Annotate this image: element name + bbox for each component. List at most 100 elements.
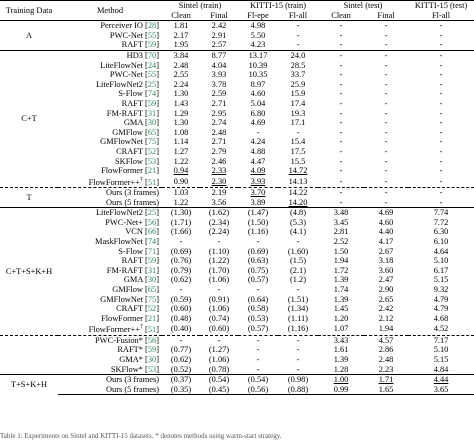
value-cell: 25.9 (290, 79, 306, 89)
citation-link[interactable]: 53 (147, 156, 157, 166)
value-cell: (2.24) (208, 227, 230, 237)
value-cell: - (384, 98, 388, 108)
value-cell: 2.12 (378, 313, 394, 323)
citation-link[interactable]: 55 (147, 70, 157, 80)
training-data-cell: C+T+S+K+H (0, 207, 58, 336)
table-row: FlowFormer [21] (0.48) (0.74) (0.53) (1.11) 1… (0, 314, 474, 324)
value-cell: 2.71 (211, 98, 227, 108)
header-row-1: Training Data Method Sintel (train) KITT… (0, 0, 474, 21)
citation-link[interactable]: 65 (147, 127, 157, 137)
subheader-fl-all: Fl-all (288, 10, 308, 20)
value-cell: 2.42 (378, 304, 394, 314)
value-cell: - (339, 98, 343, 108)
method-name: S-Flow (118, 89, 143, 99)
method-superscript: † (139, 324, 143, 331)
citation-link[interactable]: 75 (147, 137, 157, 147)
value-cell: - (339, 108, 343, 118)
value-cell: - (296, 40, 300, 50)
method-cell: S-Flow [74] (118, 89, 159, 99)
training-data-cell: A (0, 20, 58, 51)
citation-link[interactable]: 21 (147, 313, 157, 323)
value-cell: 3.45 (333, 217, 349, 227)
citation-link[interactable]: 28 (147, 21, 157, 31)
citation-link[interactable]: 52 (147, 304, 157, 314)
value-cell: (0.79) (170, 265, 192, 275)
citation-link[interactable]: 56 (147, 335, 157, 345)
table-body: A Perceiver IO [28] 1.81 2.42 4.98- - - - PWC-Ne… (0, 20, 474, 396)
value-cell: 0.90 (173, 176, 189, 186)
header-kitti-test: KITTI-15 (test) (408, 0, 474, 11)
citation-link[interactable]: 24 (147, 60, 157, 70)
citation-link[interactable]: 51 (147, 325, 157, 335)
value-cell: 2.33 (211, 166, 227, 176)
citation-link[interactable]: 66 (147, 227, 157, 237)
citation-link[interactable]: 59 (147, 256, 157, 266)
citation-link[interactable]: 71 (147, 246, 157, 256)
citation-link[interactable]: 59 (147, 345, 157, 355)
value-cell: 17.4 (290, 98, 306, 108)
value-cell: 4.47 (250, 156, 266, 166)
citation-link[interactable]: 21 (147, 166, 157, 176)
value-cell: 4.79 (433, 294, 449, 304)
value-cell: (1.2) (289, 275, 307, 285)
value-cell: - (339, 127, 343, 137)
value-cell: 2.30 (211, 176, 227, 186)
citation-link[interactable]: 30 (147, 275, 157, 285)
value-cell: - (384, 70, 388, 80)
value-cell: - (179, 285, 183, 295)
value-cell: 1.39 (333, 354, 349, 364)
citation-link[interactable]: 25 (147, 208, 157, 218)
value-cell: - (408, 49, 474, 61)
citation-link[interactable]: 52 (147, 146, 157, 156)
method-cell: MaskFlowNet [74] (95, 237, 159, 247)
value-cell: 4.57 (364, 334, 409, 346)
value-cell: (1.27) (208, 345, 230, 355)
citation-link[interactable]: 59 (147, 40, 157, 50)
training-data-cell (0, 334, 58, 375)
citation-link[interactable]: 74 (147, 237, 157, 247)
value-cell: 3.18 (378, 256, 394, 266)
value-cell: (2.1) (289, 265, 307, 275)
citation-link[interactable]: 55 (147, 30, 157, 40)
value-cell: - (339, 156, 343, 166)
value-cell: - (339, 30, 343, 40)
value-cell: 2.74 (211, 118, 227, 128)
value-cell: 3.65 (408, 384, 474, 396)
value-cell: 1.27 (173, 146, 189, 156)
citation-link[interactable]: 53 (147, 364, 157, 374)
table-row: S-Flow [71] (0.69) (1.10) (0.69) (1.60) 1.50 2… (0, 247, 474, 257)
value-cell: 2.95 (211, 108, 227, 118)
citation-link[interactable]: 25 (147, 79, 157, 89)
method-cell: CRAFT [52] (116, 146, 159, 156)
citation-link[interactable]: 74 (147, 89, 157, 99)
citation-link[interactable]: 31 (147, 108, 157, 118)
value-cell: (0.35) (162, 384, 200, 396)
training-data-cell: T+S+K+H (0, 374, 58, 395)
value-cell: 2.47 (378, 275, 394, 285)
value-cell: 1.28 (333, 364, 349, 374)
value-cell: - (384, 89, 388, 99)
citation-link[interactable]: 30 (147, 354, 157, 364)
value-cell: - (439, 98, 443, 108)
table-row: PWC-Net [55] 2.55 3.93 10.35 33.7 - - - (0, 70, 474, 80)
value-cell: 8.77 (200, 49, 238, 61)
citation-link[interactable]: 70 (147, 50, 157, 60)
value-cell: (1.06) (208, 304, 230, 314)
citation-link[interactable]: 51 (147, 177, 157, 187)
citation-link[interactable]: 56 (147, 217, 157, 227)
value-cell: (5.3) (289, 217, 307, 227)
value-cell: 1.95 (173, 40, 189, 50)
citation-link[interactable]: 75 (147, 294, 157, 304)
method-cell: RAFT [59] (121, 256, 159, 266)
citation-link[interactable]: 30 (147, 118, 157, 128)
citation-link[interactable]: 31 (147, 265, 157, 275)
value-cell: 1.61 (333, 345, 349, 355)
value-cell: - (384, 60, 388, 70)
value-cell: - (256, 237, 260, 247)
value-cell: 4.68 (433, 313, 449, 323)
value-cell: 4.23 (250, 40, 266, 50)
value-cell: - (384, 118, 388, 128)
citation-link[interactable]: 65 (147, 285, 157, 295)
value-cell: (0.77) (170, 345, 192, 355)
citation-link[interactable]: 59 (147, 98, 157, 108)
